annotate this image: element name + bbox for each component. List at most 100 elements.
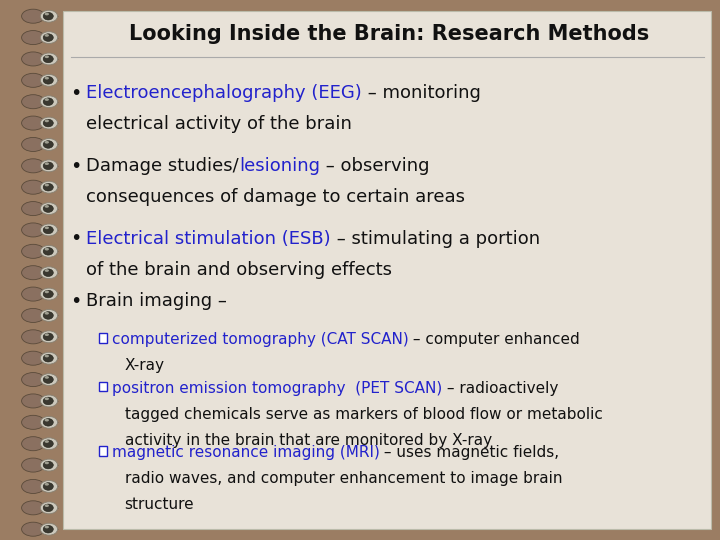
Ellipse shape (22, 138, 45, 151)
Ellipse shape (43, 98, 53, 105)
Ellipse shape (22, 437, 45, 451)
Ellipse shape (43, 55, 53, 63)
Ellipse shape (45, 248, 49, 251)
Ellipse shape (40, 352, 58, 364)
Text: – uses magnetic fields,: – uses magnetic fields, (379, 446, 559, 461)
Ellipse shape (43, 504, 53, 511)
Text: computerized tomography (CAT SCAN): computerized tomography (CAT SCAN) (112, 332, 408, 347)
Ellipse shape (45, 184, 49, 186)
Ellipse shape (45, 291, 49, 293)
Text: X-ray: X-ray (125, 358, 165, 373)
Text: radio waves, and computer enhancement to image brain: radio waves, and computer enhancement to… (125, 471, 562, 487)
Ellipse shape (43, 461, 53, 469)
Text: – computer enhanced: – computer enhanced (408, 332, 580, 347)
Ellipse shape (45, 440, 49, 443)
Text: Brain imaging –: Brain imaging – (86, 292, 228, 309)
Text: •: • (70, 230, 81, 248)
Ellipse shape (45, 141, 49, 144)
Ellipse shape (22, 244, 45, 258)
Bar (99, 333, 107, 343)
Ellipse shape (43, 12, 53, 20)
Ellipse shape (43, 333, 53, 341)
Ellipse shape (43, 162, 53, 170)
Ellipse shape (45, 56, 49, 58)
Text: •: • (70, 157, 81, 176)
Ellipse shape (43, 354, 53, 362)
Ellipse shape (43, 77, 53, 84)
Ellipse shape (40, 331, 58, 343)
Ellipse shape (40, 267, 58, 279)
Ellipse shape (22, 480, 45, 494)
Ellipse shape (22, 394, 45, 408)
Ellipse shape (22, 330, 45, 344)
Ellipse shape (45, 34, 49, 37)
Text: – stimulating a portion: – stimulating a portion (331, 230, 540, 247)
Text: of the brain and observing effects: of the brain and observing effects (86, 261, 392, 279)
Ellipse shape (40, 202, 58, 214)
Ellipse shape (45, 312, 49, 315)
Ellipse shape (40, 438, 58, 450)
Ellipse shape (45, 226, 49, 229)
Ellipse shape (40, 181, 58, 193)
Ellipse shape (22, 522, 45, 536)
Text: •: • (70, 84, 81, 103)
Ellipse shape (43, 205, 53, 212)
Ellipse shape (40, 374, 58, 386)
Ellipse shape (22, 223, 45, 237)
Text: – monitoring: – monitoring (362, 84, 481, 102)
Text: activity in the brain that are monitored by X-ray: activity in the brain that are monitored… (125, 433, 492, 448)
Ellipse shape (43, 141, 53, 148)
Ellipse shape (45, 119, 49, 122)
Ellipse shape (45, 333, 49, 336)
Ellipse shape (40, 523, 58, 535)
Ellipse shape (45, 462, 49, 464)
Ellipse shape (22, 52, 45, 66)
Ellipse shape (43, 525, 53, 533)
Bar (99, 382, 107, 392)
Text: tagged chemicals serve as markers of blood flow or metabolic: tagged chemicals serve as markers of blo… (125, 407, 603, 422)
Ellipse shape (40, 245, 58, 257)
Ellipse shape (43, 34, 53, 42)
Text: – radioactively: – radioactively (442, 381, 558, 396)
Ellipse shape (22, 351, 45, 365)
Ellipse shape (40, 117, 58, 129)
Text: Electrical stimulation (ESB): Electrical stimulation (ESB) (86, 230, 331, 247)
Ellipse shape (43, 483, 53, 490)
Text: Electroencephalography (EEG): Electroencephalography (EEG) (86, 84, 362, 102)
Text: positron emission tomography  (PET SCAN): positron emission tomography (PET SCAN) (112, 381, 442, 396)
Ellipse shape (22, 415, 45, 429)
Ellipse shape (45, 376, 49, 379)
Ellipse shape (45, 419, 49, 422)
Ellipse shape (43, 312, 53, 319)
Ellipse shape (22, 9, 45, 23)
Text: – observing: – observing (320, 157, 430, 174)
Ellipse shape (22, 116, 45, 130)
Ellipse shape (40, 459, 58, 471)
Ellipse shape (40, 416, 58, 428)
Ellipse shape (43, 119, 53, 127)
Ellipse shape (22, 73, 45, 87)
Ellipse shape (40, 160, 58, 172)
Ellipse shape (22, 308, 45, 322)
Ellipse shape (22, 501, 45, 515)
Ellipse shape (45, 77, 49, 79)
Ellipse shape (45, 163, 49, 165)
Text: consequences of damage to certain areas: consequences of damage to certain areas (86, 188, 465, 206)
Ellipse shape (40, 481, 58, 492)
Ellipse shape (43, 397, 53, 405)
Text: •: • (70, 292, 81, 310)
Ellipse shape (43, 269, 53, 276)
Ellipse shape (43, 247, 53, 255)
Ellipse shape (40, 53, 58, 65)
Ellipse shape (45, 12, 49, 15)
Ellipse shape (43, 376, 53, 383)
Ellipse shape (45, 526, 49, 528)
Ellipse shape (40, 75, 58, 86)
Ellipse shape (40, 395, 58, 407)
Ellipse shape (22, 159, 45, 173)
Ellipse shape (45, 269, 49, 272)
Text: magnetic resonance imaging (MRI): magnetic resonance imaging (MRI) (112, 446, 379, 461)
Ellipse shape (45, 504, 49, 507)
Ellipse shape (45, 205, 49, 208)
Ellipse shape (22, 201, 45, 215)
